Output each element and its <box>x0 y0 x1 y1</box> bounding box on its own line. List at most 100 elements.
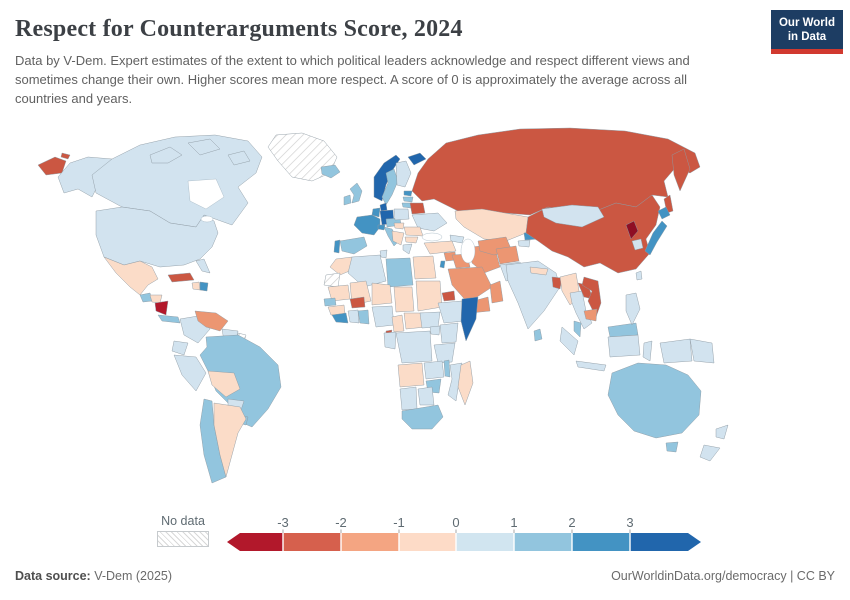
country-russia-wrangel[interactable] <box>60 152 71 160</box>
country-gabon-congo[interactable] <box>383 331 397 350</box>
country-sudan[interactable] <box>415 280 443 312</box>
country-nigeria[interactable] <box>371 305 395 328</box>
country-ethiopia[interactable] <box>437 300 465 324</box>
country-south-africa[interactable] <box>401 404 444 430</box>
country-namibia[interactable] <box>399 386 418 411</box>
country-netherlands-belgium[interactable] <box>371 207 381 218</box>
country-algeria[interactable] <box>347 254 387 288</box>
country-angola[interactable] <box>397 362 425 388</box>
country-russia-kamchatka[interactable] <box>671 148 691 192</box>
country-france[interactable] <box>353 214 381 236</box>
country-estonia[interactable] <box>403 190 413 197</box>
country-ivory-coast[interactable] <box>347 309 360 324</box>
country-bangladesh[interactable] <box>551 276 563 290</box>
country-belarus[interactable] <box>409 202 426 215</box>
country-niger[interactable] <box>371 282 393 306</box>
country-madagascar[interactable] <box>457 360 474 406</box>
country-indonesia-borneo[interactable] <box>607 334 641 358</box>
country-honduras[interactable] <box>149 294 163 304</box>
scale-segment[interactable] <box>514 533 572 551</box>
country-new-zealand-south[interactable] <box>699 444 721 462</box>
country-tanzania[interactable] <box>433 342 456 364</box>
country-uk[interactable] <box>349 182 363 204</box>
country-balkans[interactable] <box>391 230 405 246</box>
country-turkey[interactable] <box>423 240 457 255</box>
scale-segment[interactable] <box>572 533 630 551</box>
country-indonesia-sumatra[interactable] <box>559 326 579 356</box>
country-nicaragua[interactable] <box>154 300 169 316</box>
country-eritrea[interactable] <box>441 290 456 302</box>
country-venezuela[interactable] <box>194 310 229 332</box>
country-indonesia-java[interactable] <box>575 360 607 372</box>
country-oman[interactable] <box>489 280 504 304</box>
country-japan-hokkaido[interactable] <box>657 206 671 220</box>
country-norway-svalbard[interactable] <box>407 152 427 166</box>
country-somalia[interactable] <box>460 296 479 342</box>
country-kazakhstan[interactable] <box>454 208 529 242</box>
country-bulgaria[interactable] <box>404 236 419 244</box>
country-argentina[interactable] <box>213 402 247 478</box>
country-burkina-faso[interactable] <box>349 296 366 309</box>
country-mozambique[interactable] <box>447 362 463 402</box>
country-greenland[interactable] <box>267 132 338 182</box>
license-link[interactable]: OurWorldinData.org/democracy | CC BY <box>611 569 835 583</box>
country-caucasus[interactable] <box>449 234 465 244</box>
country-morocco[interactable] <box>329 256 355 276</box>
country-ukraine[interactable] <box>411 212 448 232</box>
country-south-sudan[interactable] <box>419 311 441 329</box>
country-zambia[interactable] <box>423 360 445 380</box>
country-india[interactable] <box>505 260 561 330</box>
country-north-korea[interactable] <box>625 220 639 240</box>
country-vietnam[interactable] <box>581 276 602 318</box>
country-egypt[interactable] <box>412 255 437 280</box>
country-ecuador[interactable] <box>171 340 189 356</box>
scale-segment[interactable] <box>456 533 514 551</box>
country-costa-rica-panama[interactable] <box>157 314 181 324</box>
country-poland[interactable] <box>393 208 410 221</box>
country-greece[interactable] <box>402 243 413 255</box>
country-malawi[interactable] <box>443 359 451 378</box>
country-saudi-arabia[interactable] <box>447 266 493 304</box>
scale-segment-min-arrow[interactable] <box>227 533 283 551</box>
country-nepal[interactable] <box>529 266 549 276</box>
country-afghanistan[interactable] <box>495 245 520 265</box>
country-haiti[interactable] <box>191 281 201 291</box>
country-uganda[interactable] <box>429 325 441 336</box>
country-australia[interactable] <box>607 362 702 439</box>
country-japan-honshu[interactable] <box>644 220 668 256</box>
country-indonesia-west-papua[interactable] <box>659 338 693 364</box>
country-indonesia-sulawesi[interactable] <box>642 340 653 362</box>
country-portugal[interactable] <box>333 239 341 254</box>
country-kenya[interactable] <box>439 322 459 344</box>
country-cambodia[interactable] <box>583 308 598 322</box>
no-data-swatch[interactable] <box>157 531 209 547</box>
country-malaysia-borneo[interactable] <box>607 322 639 338</box>
country-latvia[interactable] <box>402 196 414 203</box>
country-mexico[interactable] <box>103 256 159 296</box>
scale-segment[interactable] <box>399 533 456 551</box>
country-romania[interactable] <box>403 226 424 237</box>
scale-segment-max-arrow[interactable] <box>630 533 701 551</box>
country-western-sahara[interactable] <box>323 272 341 288</box>
country-sierra-leone-liberia[interactable] <box>331 312 349 324</box>
scale-segment[interactable] <box>341 533 399 551</box>
country-canada-arctic-3[interactable] <box>227 150 251 166</box>
country-new-zealand-north[interactable] <box>715 424 729 440</box>
country-hungary[interactable] <box>393 222 405 230</box>
country-senegal[interactable] <box>323 297 337 307</box>
country-tunisia[interactable] <box>379 249 388 259</box>
country-denmark[interactable] <box>379 202 388 212</box>
country-papua-new-guinea[interactable] <box>689 338 715 364</box>
country-canada-arctic-1[interactable] <box>149 146 183 164</box>
country-peru[interactable] <box>173 354 207 392</box>
country-iceland[interactable] <box>320 164 341 179</box>
country-dominican-republic[interactable] <box>199 281 209 292</box>
country-ireland[interactable] <box>343 194 352 206</box>
country-spain[interactable] <box>339 236 368 255</box>
country-sweden[interactable] <box>381 168 399 206</box>
country-tajikistan[interactable] <box>517 239 531 248</box>
scale-segment[interactable] <box>283 533 341 551</box>
country-israel[interactable] <box>439 260 446 269</box>
country-cameroon[interactable] <box>391 314 405 333</box>
country-south-korea[interactable] <box>631 238 644 251</box>
